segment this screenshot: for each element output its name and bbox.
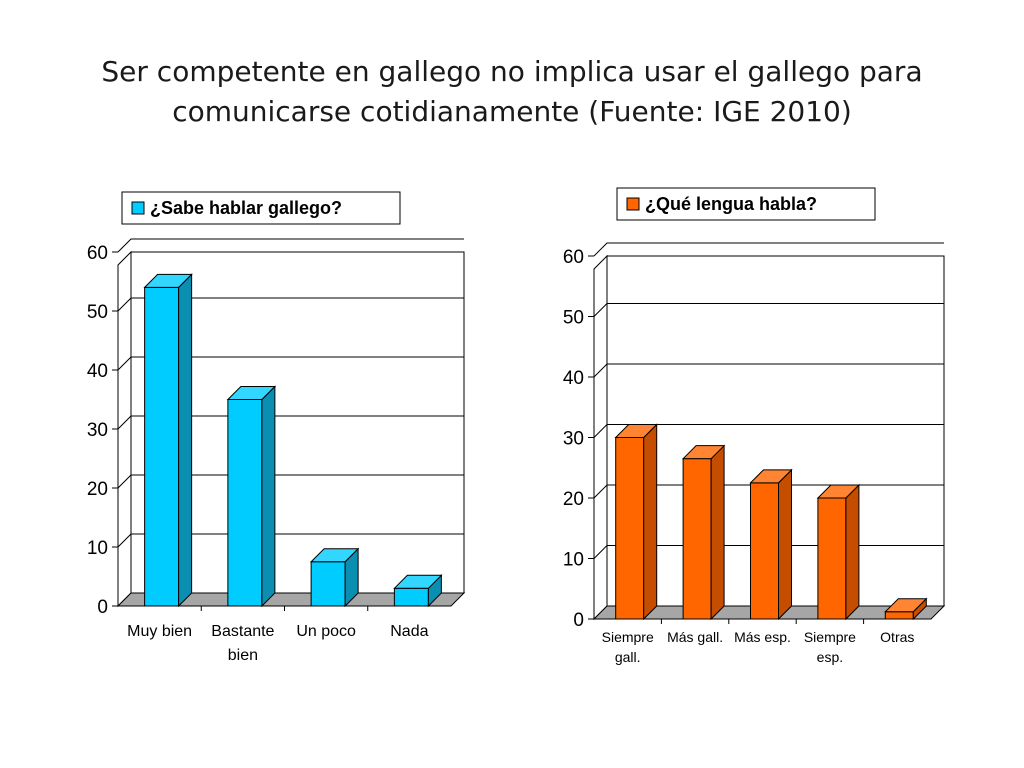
left-y-tick-label: 10: [87, 538, 108, 559]
right-bar-front: [750, 482, 779, 620]
right-category-label: Otras: [880, 629, 914, 645]
right-bar-side: [710, 444, 725, 621]
left-gridline: [117, 356, 464, 371]
left-bar-2: [309, 547, 360, 608]
right-gridline: [593, 303, 944, 317]
right-bar-top: [816, 484, 861, 499]
right-legend: ¿Qué lengua habla?: [616, 187, 876, 221]
right-bar-front: [884, 611, 914, 620]
slide-title: Ser competente en gallego no implica usa…: [62, 52, 962, 132]
left-category-label: Bastante bien: [211, 623, 274, 664]
right-legend-label: ¿Qué lengua habla?: [645, 194, 817, 214]
left-bar-front: [227, 399, 263, 607]
right-chart-group: 0 10 20 30 40 50 60 Siempre gall. Más gall. Más es…: [563, 187, 946, 665]
left-y-tick-label: 60: [87, 243, 108, 264]
right-bar-3: [816, 483, 861, 621]
left-gridline: [117, 297, 464, 312]
right-y-tick-label: 30: [563, 428, 584, 449]
right-gridline: [593, 363, 944, 378]
right-bar-front: [615, 437, 645, 620]
left-gridline: [117, 533, 464, 548]
left-bar-3: [393, 574, 443, 608]
left-legend-label: ¿Sabe hablar gallego?: [150, 198, 342, 218]
right-gridline: [593, 424, 944, 438]
left-category-label: Un poco: [296, 623, 356, 640]
right-y-tick-label: 10: [563, 549, 584, 570]
left-y-tick-label: 50: [87, 302, 108, 323]
left-bar-front: [310, 561, 346, 607]
right-category-label: Siempre esp.: [804, 629, 856, 665]
left-category-label: Nada: [390, 623, 428, 640]
left-bar-side: [178, 273, 193, 608]
left-y-tick-label: 40: [87, 361, 108, 382]
left-gridline: [117, 238, 464, 253]
right-bar-top: [614, 424, 658, 438]
right-bar-2: [749, 468, 793, 621]
left-y-tick-label: 30: [87, 420, 108, 441]
right-bar-front: [817, 497, 847, 620]
left-y-tick-label: 20: [87, 479, 108, 500]
left-bar-top: [226, 386, 277, 400]
right-y-tick-label: 40: [563, 368, 584, 389]
left-chart-group: 0 10 20 30 40 50 60 Muy bien Bastante bien Un poco…: [87, 191, 466, 664]
right-bar-top: [681, 445, 726, 460]
right-bar-top: [749, 469, 793, 484]
right-bar-front: [682, 458, 712, 620]
left-category-label: Muy bien: [127, 623, 192, 640]
left-legend-swatch: [131, 201, 145, 215]
right-y-tick-label: 50: [563, 307, 584, 328]
left-legend: ¿Sabe hablar gallego?: [121, 191, 401, 225]
right-legend-box: [616, 187, 876, 221]
left-legend-box: [121, 191, 401, 225]
right-category-label: Más esp.: [734, 629, 791, 645]
slide-title-line-2: comunicarse cotidianamente (Fuente: IGE …: [172, 95, 852, 128]
slide-title-line-1: Ser competente en gallego no implica usa…: [101, 55, 923, 88]
right-category-label: Más gall.: [667, 629, 723, 645]
left-bar-side: [261, 385, 276, 608]
left-bar-1: [226, 385, 277, 608]
right-legend-swatch: [626, 197, 640, 211]
left-gridline: [117, 415, 464, 430]
left-bar-front: [144, 286, 180, 607]
right-bar-side: [845, 483, 860, 621]
left-y-tick-label: 0: [97, 597, 108, 618]
right-bar-4: [884, 597, 928, 621]
right-bar-0: [614, 423, 658, 621]
right-category-label: Siempre gall.: [602, 629, 654, 665]
right-gridline: [593, 242, 944, 257]
right-bar-side: [778, 468, 792, 621]
right-bar-side: [643, 423, 658, 621]
left-bar-top: [143, 273, 193, 288]
left-bar-top: [309, 548, 360, 563]
right-y-tick-label: 20: [563, 489, 584, 510]
left-gridline: [117, 474, 464, 489]
left-bar-top: [393, 574, 443, 589]
left-bar-0: [143, 273, 193, 608]
right-bar-top: [884, 598, 928, 613]
right-bar-1: [681, 444, 726, 621]
right-y-tick-label: 0: [573, 610, 584, 631]
right-y-tick-label: 60: [563, 247, 584, 268]
left-bar-front: [393, 587, 429, 607]
